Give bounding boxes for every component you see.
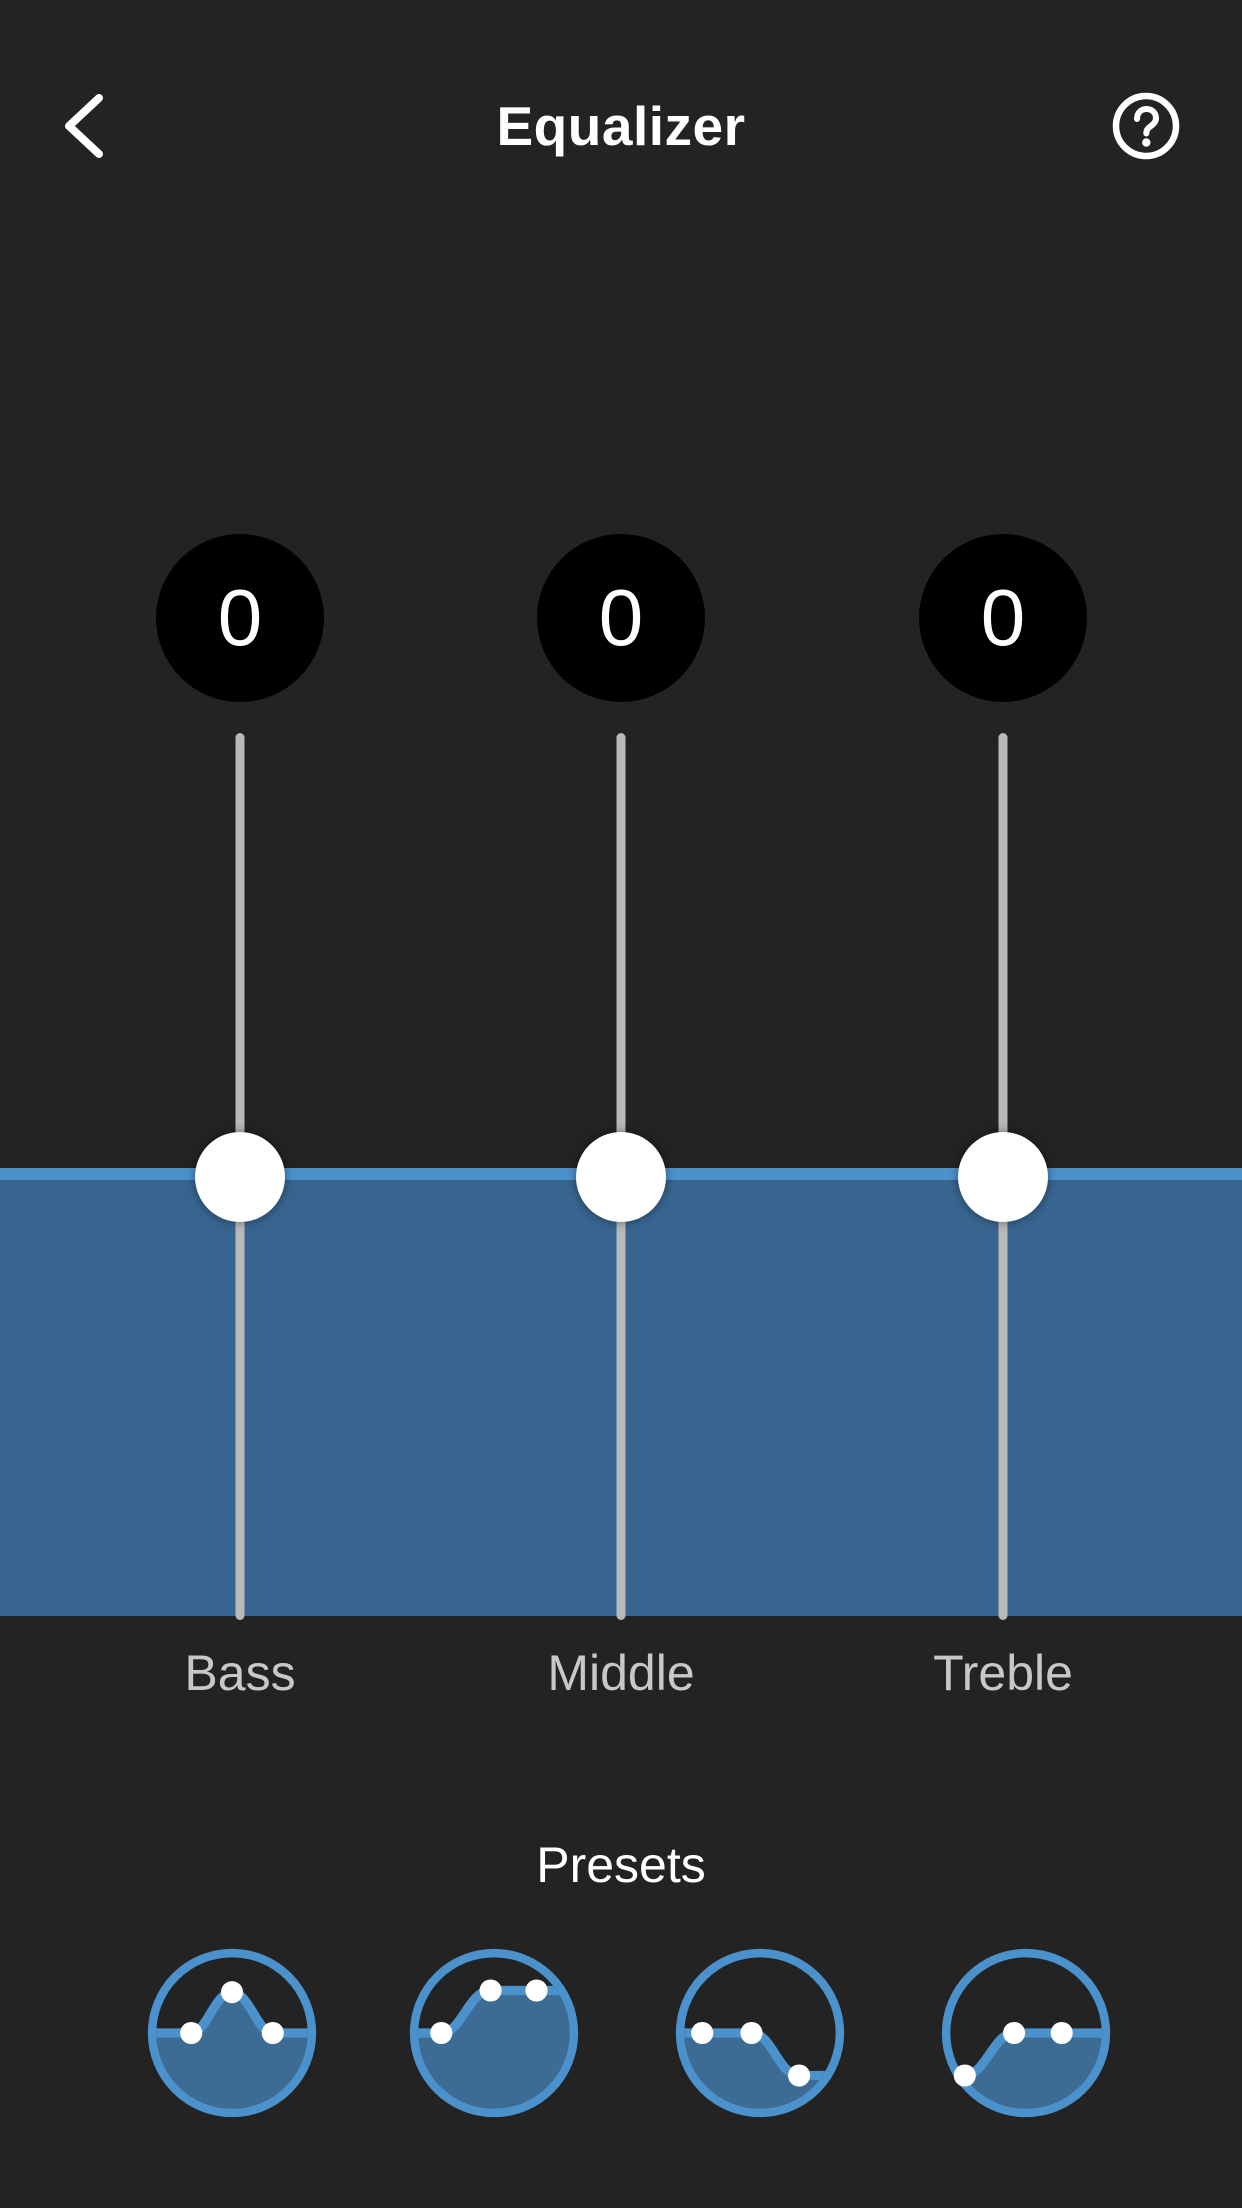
- preset-button-high-cut[interactable]: [675, 1948, 845, 2118]
- treble-value: 0: [980, 573, 1026, 662]
- preset-button-mid-boost[interactable]: [147, 1948, 317, 2118]
- treble-value-bubble: 0: [919, 534, 1087, 702]
- back-button[interactable]: [38, 78, 128, 174]
- middle-label: Middle: [547, 1645, 695, 1701]
- mid-boost-curve-icon: [147, 1948, 317, 2118]
- help-button[interactable]: [1105, 85, 1187, 167]
- middle-value: 0: [598, 573, 644, 662]
- middle-slider-knob[interactable]: [576, 1132, 666, 1222]
- treble-label: Treble: [933, 1645, 1073, 1701]
- high-boost-curve-icon: [409, 1948, 579, 2118]
- bass-slider-knob[interactable]: [195, 1132, 285, 1222]
- bass-value-bubble: 0: [156, 534, 324, 702]
- question-mark-circle-icon: [1112, 92, 1180, 160]
- chevron-left-icon: [65, 94, 103, 158]
- preset-button-low-cut[interactable]: [941, 1948, 1111, 2118]
- bass-value: 0: [217, 573, 263, 662]
- preset-button-high-boost[interactable]: [409, 1948, 579, 2118]
- high-cut-curve-icon: [675, 1948, 845, 2118]
- treble-slider-knob[interactable]: [958, 1132, 1048, 1222]
- header: Equalizer: [0, 0, 1242, 220]
- page-title: Equalizer: [496, 95, 746, 157]
- presets-title: Presets: [536, 1837, 706, 1893]
- bass-label: Bass: [184, 1645, 296, 1701]
- middle-value-bubble: 0: [537, 534, 705, 702]
- low-cut-curve-icon: [941, 1948, 1111, 2118]
